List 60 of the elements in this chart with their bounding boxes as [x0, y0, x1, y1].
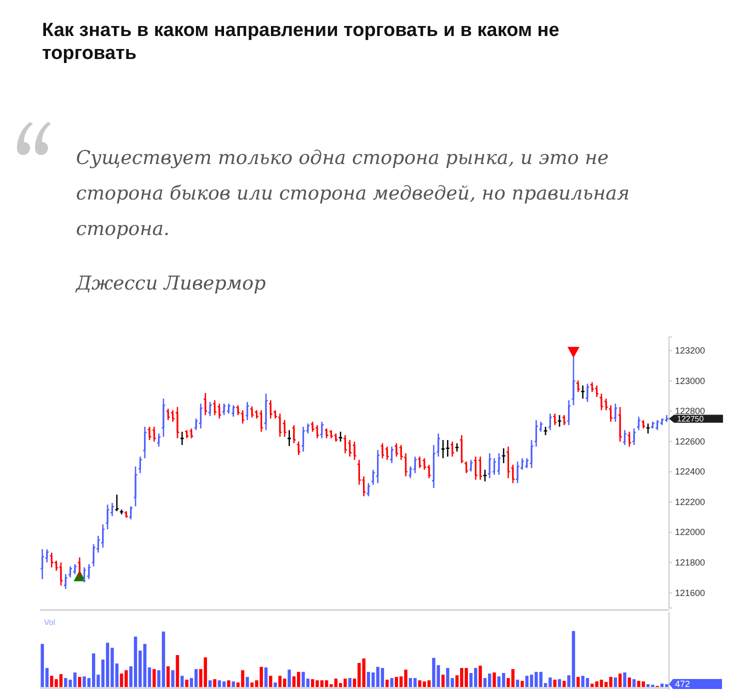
bar [176, 655, 180, 687]
bar [180, 676, 184, 687]
y-tick-label: 121600 [675, 588, 706, 598]
text: 472 [675, 679, 690, 690]
bar [618, 674, 622, 687]
bar [274, 682, 277, 687]
y-tick-label: 122200 [675, 496, 706, 507]
bar [288, 670, 291, 687]
bar [614, 677, 618, 687]
y-tick-label: 122000 [675, 527, 706, 538]
bar [348, 678, 352, 687]
bar [232, 681, 235, 687]
bar [152, 669, 156, 687]
y-tick-label: 121800 [675, 557, 706, 568]
bar [516, 680, 520, 687]
bar [502, 673, 506, 687]
bar [558, 679, 562, 687]
bar [227, 680, 230, 687]
bar [427, 680, 431, 687]
y-tick-label: 122800 [675, 406, 706, 416]
bar [269, 676, 272, 687]
bar [497, 676, 501, 687]
bar [553, 680, 556, 687]
bar [194, 669, 198, 687]
bar [492, 672, 496, 687]
bar [292, 676, 296, 687]
bar [520, 680, 524, 687]
chart-subtitle: Существует только одна сторона рынка, и это не сторона быков или сторона медведей, но правильная сторона. [76, 147, 630, 240]
chart-title: Vol [44, 618, 56, 627]
bar [632, 679, 636, 687]
bar [413, 678, 417, 687]
bar [264, 667, 268, 687]
bar [562, 680, 566, 687]
y-tick-label: 122600 [675, 436, 706, 446]
chart-title: Как знать в каком направлении торговать и в каком не торговать [42, 20, 560, 64]
bar [213, 679, 216, 687]
bar [366, 672, 370, 687]
bar [441, 674, 445, 687]
y-tick-label: 122400 [675, 466, 706, 477]
bar [390, 678, 394, 687]
bar [171, 670, 174, 687]
bar [576, 676, 580, 687]
bar [478, 666, 482, 687]
y-tick-label: 123000 [675, 376, 706, 386]
bar [394, 676, 398, 687]
bar [185, 680, 188, 687]
bar [246, 676, 249, 687]
bar [296, 672, 300, 687]
text: Джесси Ливермор [75, 272, 266, 294]
text: 122750 [677, 414, 704, 424]
bar [278, 676, 282, 687]
bar [208, 680, 212, 687]
bar [386, 680, 389, 687]
bar [222, 681, 226, 687]
bar [166, 666, 170, 687]
bar [408, 678, 412, 687]
bar [623, 672, 626, 687]
y-tick-label: 123200 [675, 346, 706, 356]
bar [628, 677, 631, 687]
bar [78, 676, 82, 687]
